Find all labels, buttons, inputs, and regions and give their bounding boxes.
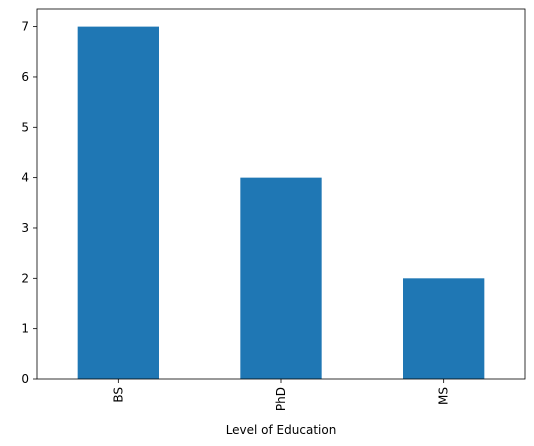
x-tick-label: MS xyxy=(437,387,451,405)
y-tick-label: 5 xyxy=(21,120,29,134)
bar xyxy=(240,177,322,379)
y-tick-label: 6 xyxy=(21,70,29,84)
x-tick-label: BS xyxy=(111,387,125,403)
y-tick-label: 2 xyxy=(21,271,29,285)
y-tick-label: 0 xyxy=(21,372,29,386)
bar xyxy=(77,26,159,379)
y-tick-label: 1 xyxy=(21,322,29,336)
x-tick-label: PhD xyxy=(274,387,288,411)
y-tick-label: 3 xyxy=(21,221,29,235)
bar xyxy=(403,278,485,379)
axes-frame xyxy=(36,8,526,380)
y-tick-label: 7 xyxy=(21,20,29,34)
x-axis-label: Level of Education xyxy=(226,423,337,437)
y-tick-label: 4 xyxy=(21,171,29,185)
